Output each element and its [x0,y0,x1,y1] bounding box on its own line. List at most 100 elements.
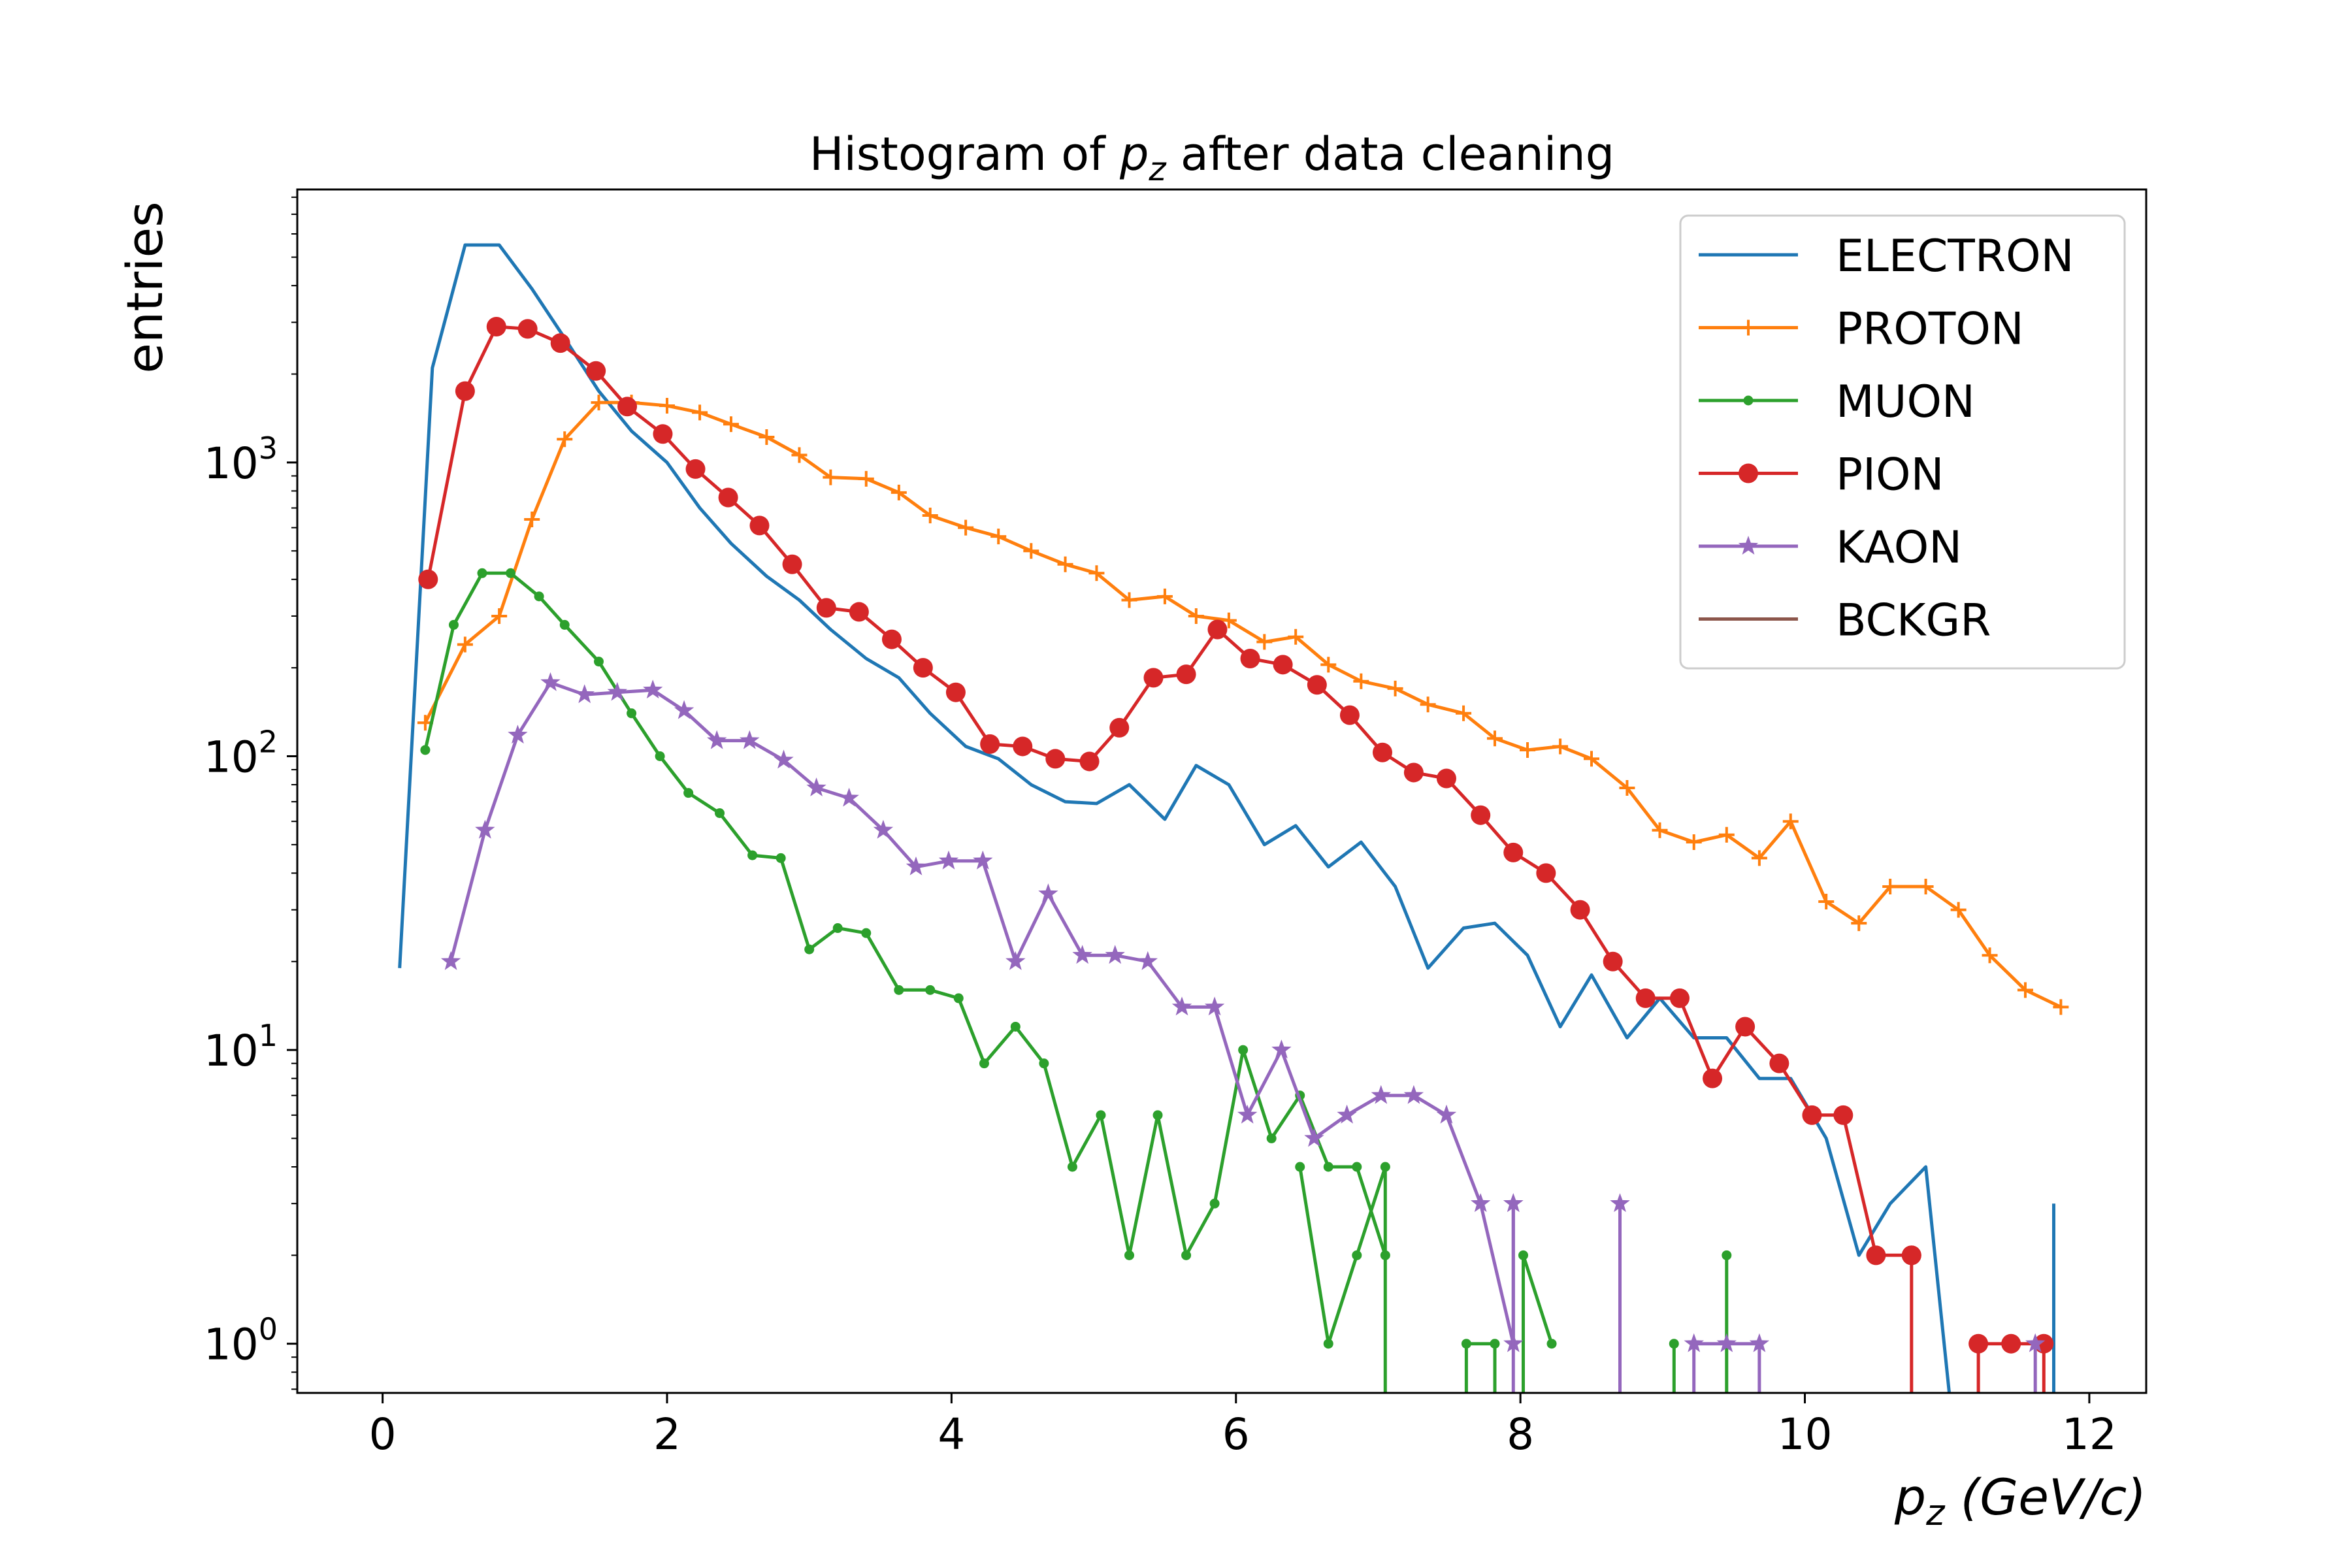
muon-point [894,985,904,995]
series-muon [1461,1339,1500,1393]
pion-point [1471,805,1491,825]
pion-point [418,569,438,589]
muon-point [559,619,570,630]
muon-point [683,788,694,798]
legend-item-proton: PROTON [1699,304,2024,355]
muon-point [1352,1162,1362,1172]
kaon-point [1072,945,1092,964]
series-pion [1901,1245,1921,1393]
series-layer [398,243,2069,1393]
x-axis-title: pz (GeV/c) [1894,1468,2146,1533]
pion-point [653,424,673,444]
x-tick-label: 2 [653,1409,681,1460]
y-tick-label: 101 [204,1018,278,1076]
muon-point [747,850,758,860]
proton-point [659,398,675,414]
pion-point [486,316,506,336]
muon-point [1295,1162,1305,1172]
pion-point [1866,1245,1886,1266]
pion-point [586,361,606,381]
pion-point [1273,655,1293,675]
kaon-point [1403,1085,1424,1104]
pion-point [749,515,770,536]
proton-point [990,529,1007,545]
kaon-point [643,679,663,699]
proton-point [791,447,808,463]
legend-label-electron: ELECTRON [1836,231,2074,282]
x-tick-label: 8 [1507,1409,1534,1460]
x-tick-label: 10 [1778,1409,1833,1460]
kaon-point [806,777,826,796]
muon-point [861,928,872,938]
kaon-point [475,819,495,839]
x-tick-label: 12 [2062,1409,2117,1460]
proton-point [1088,565,1105,581]
proton-point [958,519,974,536]
x-tick-label: 0 [369,1409,397,1460]
chart-title-subscript: z [1148,150,1167,188]
kaon-point [1271,1039,1292,1058]
legend-item-pion: PION [1699,449,1944,501]
y-tick-label: 100 [204,1312,278,1370]
muon-point [1461,1339,1471,1349]
proton-point [1584,751,1599,767]
muon-point [925,985,936,995]
kaon-point [540,672,561,691]
muon-line [423,571,1387,1257]
pion-point [782,554,802,574]
chart-title-post: after data cleaning [1166,127,1615,181]
proton-point [723,416,739,433]
pion-point [1570,900,1590,920]
proton-point [922,508,938,524]
kaon-point [973,850,993,870]
muon-point [534,591,544,602]
y-tick-label: 103 [204,431,278,489]
series-kaon [1684,1333,1770,1393]
muon-point [1546,1339,1557,1349]
pion-point [685,459,706,479]
pion-point [1536,863,1556,883]
proton-point [1552,738,1569,755]
pion-point [1079,751,1100,772]
kaon-point [574,684,595,704]
proton-point [1023,543,1039,559]
pion-point [1339,705,1360,725]
legend-entries: ELECTRON PROTON MUON PION KAON BCKGR [1699,231,2074,647]
chart-title: Histogram of pz after data cleaning [809,127,1614,188]
pion-point [1901,1245,1921,1266]
x-axis-title-subscript: z [1925,1492,1946,1533]
kaon-point [440,951,461,970]
kaon-point [508,725,528,744]
pion-point [816,598,836,618]
kaon-point [1005,951,1026,970]
pion-point [980,734,1000,754]
proton-point [1982,947,1998,964]
pion-point [849,602,869,622]
series-electron [398,243,1952,1393]
pion-point [1143,668,1164,688]
muon-point [627,708,637,719]
proton-point [1520,742,1536,758]
pion-point [1436,768,1456,789]
kaon-point [2025,1333,2046,1352]
x-axis: 0 2 4 6 8 10 12 [369,1393,2117,1460]
kaon-point [1371,1085,1391,1104]
pion-point [1045,749,1066,769]
pion-point [1109,717,1130,738]
series-kaon [2025,1333,2046,1393]
muon-point [953,993,964,1004]
proton-point [1918,878,1934,894]
legend-label-kaon: KAON [1836,522,1962,574]
series-kaon [1610,1193,1630,1393]
pion-point [455,381,475,401]
proton-point [457,636,473,653]
legend-item-kaon: KAON [1699,522,1962,574]
plot-frame [296,188,2148,1394]
muon-point [1010,1021,1021,1032]
proton-point [1156,588,1173,604]
muon-point [1209,1198,1220,1209]
muon-point [1380,1162,1390,1172]
pion-point [1968,1333,1989,1354]
pion-point [1635,988,1656,1008]
proton-point [1320,657,1337,673]
